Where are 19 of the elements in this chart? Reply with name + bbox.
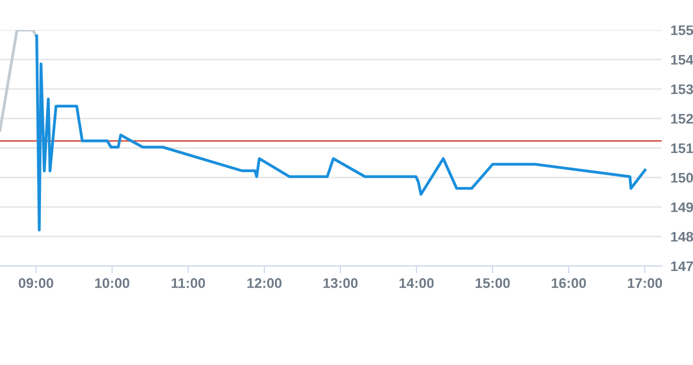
y-tick-label: 154: [671, 54, 693, 65]
y-tick-label: 151: [671, 143, 693, 154]
x-tick-label: 11:00: [172, 278, 206, 288]
x-tick-label: 10:00: [95, 278, 130, 288]
x-tick-label: 12:00: [247, 278, 282, 288]
y-tick-label: 147: [671, 261, 693, 272]
x-tick-label: 13:00: [324, 278, 358, 288]
x-tick-label: 15:00: [476, 278, 510, 288]
y-tick-label: 149: [671, 202, 693, 212]
y-tick-label: 150: [671, 172, 693, 183]
x-tick-label: 16:00: [552, 278, 586, 288]
x-tick-label: 09:00: [18, 278, 54, 288]
y-tick-label: 153: [671, 84, 693, 94]
y-tick-label: 152: [671, 114, 693, 124]
x-tick-label: 17:00: [628, 278, 662, 288]
line-series: [35, 34, 646, 232]
y-tick-label: 148: [671, 232, 693, 242]
x-tick-label: 14:00: [400, 278, 434, 288]
y-tick-label: 155: [671, 25, 693, 36]
